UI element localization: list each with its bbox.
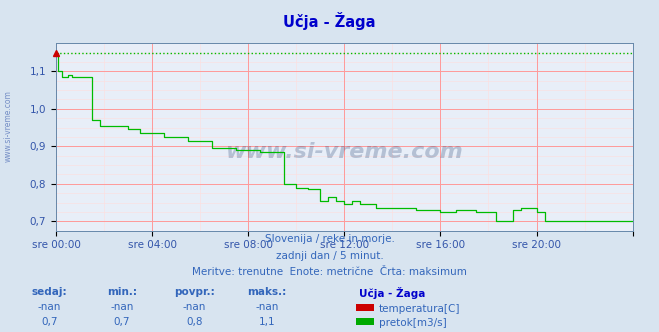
Text: -nan: -nan xyxy=(110,302,134,312)
Text: temperatura[C]: temperatura[C] xyxy=(379,304,461,314)
Text: Slovenija / reke in morje.: Slovenija / reke in morje. xyxy=(264,234,395,244)
Text: -nan: -nan xyxy=(183,302,206,312)
Text: sedaj:: sedaj: xyxy=(32,287,67,297)
Text: Učja - Žaga: Učja - Žaga xyxy=(359,287,426,299)
Text: maks.:: maks.: xyxy=(247,287,287,297)
Text: Učja - Žaga: Učja - Žaga xyxy=(283,12,376,30)
Text: -nan: -nan xyxy=(255,302,279,312)
Text: povpr.:: povpr.: xyxy=(174,287,215,297)
Text: 1,1: 1,1 xyxy=(258,317,275,327)
Text: min.:: min.: xyxy=(107,287,137,297)
Text: www.si-vreme.com: www.si-vreme.com xyxy=(3,90,13,162)
Text: -nan: -nan xyxy=(38,302,61,312)
Text: 0,7: 0,7 xyxy=(113,317,130,327)
Text: Meritve: trenutne  Enote: metrične  Črta: maksimum: Meritve: trenutne Enote: metrične Črta: … xyxy=(192,267,467,277)
Text: 0,7: 0,7 xyxy=(41,317,58,327)
Text: 0,8: 0,8 xyxy=(186,317,203,327)
Text: pretok[m3/s]: pretok[m3/s] xyxy=(379,318,447,328)
Text: www.si-vreme.com: www.si-vreme.com xyxy=(225,142,463,162)
Text: zadnji dan / 5 minut.: zadnji dan / 5 minut. xyxy=(275,251,384,261)
